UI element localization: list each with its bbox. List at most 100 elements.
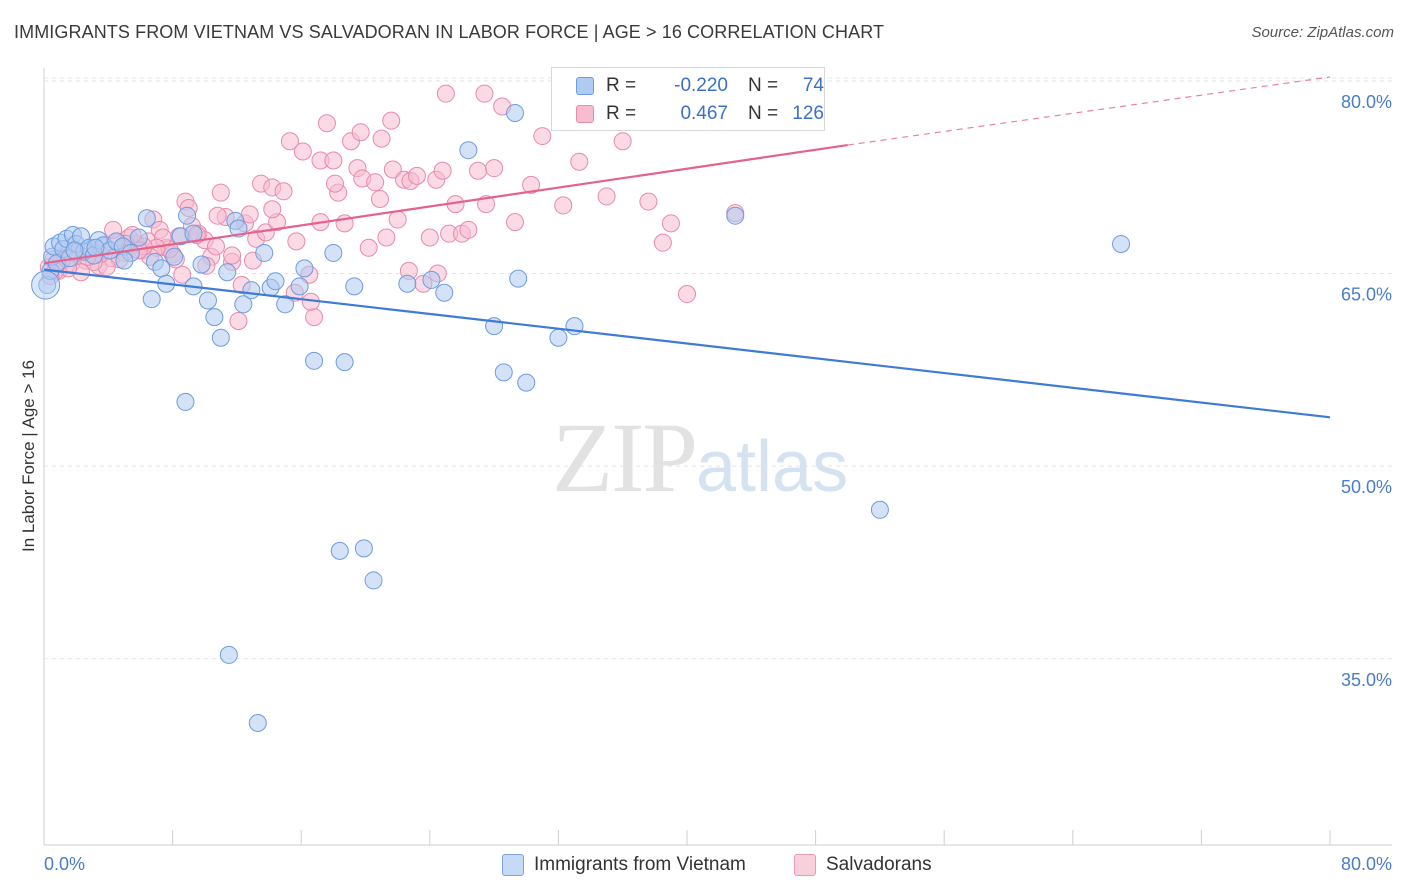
salvadorans-point <box>324 151 343 170</box>
salvadorans-point <box>661 214 680 233</box>
watermark-zip: ZIP <box>552 402 698 513</box>
salvadorans-point <box>522 175 541 194</box>
vietnam-point <box>354 539 373 558</box>
vietnam-point <box>218 263 237 282</box>
vietnam-point <box>726 206 745 225</box>
salvadorans-point <box>366 173 385 192</box>
vietnam-point <box>459 141 478 160</box>
vietnam-point <box>31 270 61 300</box>
vietnam-point <box>276 295 295 314</box>
vietnam-point <box>248 713 267 732</box>
vietnam-point <box>494 363 513 382</box>
salvadorans-point <box>377 228 396 247</box>
legend-row-vietnam: R = -0.220 N = 74 <box>552 72 824 100</box>
vietnam-point <box>398 274 417 293</box>
vietnam-point <box>435 283 454 302</box>
x-tick-label-min: 0.0% <box>44 854 85 874</box>
salvadorans-point <box>305 308 324 327</box>
salvadorans-point <box>280 132 299 151</box>
vietnam-points <box>31 103 1131 732</box>
x-tick-label-max: 80.0% <box>1341 854 1392 874</box>
vietnam-point <box>505 103 524 122</box>
chart-title: IMMIGRANTS FROM VIETNAM VS SALVADORAN IN… <box>14 22 885 42</box>
vietnam-point <box>422 270 441 289</box>
vietnam-point <box>165 247 184 266</box>
vietnam-point <box>205 308 224 327</box>
salvadorans-point <box>469 161 488 180</box>
salvadorans-point <box>325 174 344 193</box>
legend-row-salvadorans: R = 0.467 N = 126 <box>552 100 824 128</box>
salvadorans-point <box>351 123 370 142</box>
bottom-legend-label-salvadorans: Salvadorans <box>826 854 932 875</box>
vietnam-point <box>290 277 309 296</box>
salvadorans-point <box>678 285 696 304</box>
salvadorans-point <box>263 200 282 219</box>
source-label: Source: ZipAtlas.com <box>1251 24 1394 41</box>
legend-n-value-vietnam: 74 <box>802 75 824 96</box>
vietnam-point <box>335 353 354 372</box>
vietnam-point <box>137 209 156 228</box>
vietnam-point <box>345 277 364 296</box>
salvadorans-point <box>382 111 401 130</box>
salvadorans-point <box>570 152 589 171</box>
bottom-legend-vietnam: Immigrants from Vietnam <box>502 852 746 878</box>
vietnam-point <box>211 328 230 347</box>
vietnam-point <box>234 295 253 314</box>
vietnam-point <box>295 259 314 278</box>
vietnam-point <box>65 241 84 260</box>
bottom-legend-label-vietnam: Immigrants from Vietnam <box>534 854 746 875</box>
y-tick-labels: 80.0% 65.0% 50.0% 35.0% <box>1341 92 1392 690</box>
salvadorans-point <box>485 159 504 178</box>
stats-legend: R = -0.220 N = 74 R = 0.467 N = 126 <box>551 67 825 131</box>
salvadorans-point <box>208 206 227 225</box>
bottom-legend-salvadorans: Salvadorans <box>794 852 932 878</box>
salvadorans-point <box>173 265 192 284</box>
legend-r-label: R = <box>606 75 637 96</box>
salvadorans-point <box>287 232 306 251</box>
vietnam-point <box>870 500 889 519</box>
salvadorans-point <box>388 210 407 229</box>
salvadorans-point <box>433 161 452 180</box>
y-tick-label: 35.0% <box>1341 670 1392 690</box>
salvadorans-point <box>639 192 658 211</box>
salvadorans-point <box>436 84 455 103</box>
salvadorans-trend-line <box>43 143 848 265</box>
watermark-atlas: atlas <box>696 427 849 507</box>
salvadorans-point <box>533 127 552 146</box>
vietnam-point <box>517 373 536 392</box>
vietnam-trend-line <box>43 268 1331 419</box>
salvadorans-point <box>420 228 439 247</box>
legend-swatch-salvadorans <box>576 105 594 123</box>
y-tick-label: 80.0% <box>1341 92 1392 112</box>
y-tick-label: 65.0% <box>1341 284 1392 304</box>
salvadorans-point <box>505 213 524 232</box>
watermark: ZIPatlas <box>552 400 848 515</box>
vietnam-point <box>142 290 161 309</box>
vietnam-point <box>364 571 383 590</box>
salvadorans-point <box>229 312 248 331</box>
y-tick-label: 50.0% <box>1341 477 1392 497</box>
salvadorans-point <box>274 182 293 201</box>
vietnam-point <box>324 243 343 262</box>
vietnam-point <box>219 645 238 664</box>
salvadorans-point <box>653 233 672 252</box>
legend-r-value-salvadorans: 0.467 <box>680 103 728 124</box>
salvadorans-trend-extension <box>847 76 1331 146</box>
x-ticks <box>43 830 1331 845</box>
vietnam-point <box>192 255 211 274</box>
salvadorans-point <box>407 166 426 185</box>
salvadorans-point <box>223 246 242 265</box>
salvadorans-point <box>207 237 226 256</box>
vietnam-point <box>229 219 248 238</box>
legend-swatch-vietnam <box>576 77 594 95</box>
salvadorans-point <box>613 132 632 151</box>
vietnam-point <box>198 291 217 310</box>
vietnam-point <box>115 251 134 270</box>
vietnam-point <box>305 351 324 370</box>
salvadorans-point <box>383 160 402 179</box>
salvadorans-point <box>372 129 391 148</box>
axes <box>43 68 1392 846</box>
vietnam-point <box>178 206 197 225</box>
salvadorans-point <box>211 183 230 202</box>
salvadorans-point <box>459 220 478 239</box>
